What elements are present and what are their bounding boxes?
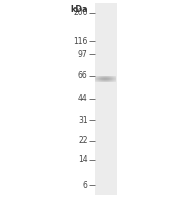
Text: 44: 44 [78, 94, 88, 103]
Bar [95, 3, 117, 195]
Text: 31: 31 [78, 116, 88, 125]
Text: 200: 200 [73, 8, 88, 17]
Text: 14: 14 [78, 155, 88, 164]
Text: kDa: kDa [70, 5, 88, 14]
Text: 6: 6 [83, 181, 88, 190]
Text: 66: 66 [78, 71, 88, 80]
Text: 97: 97 [78, 50, 88, 59]
Text: 116: 116 [73, 37, 88, 46]
Text: 22: 22 [78, 136, 88, 145]
